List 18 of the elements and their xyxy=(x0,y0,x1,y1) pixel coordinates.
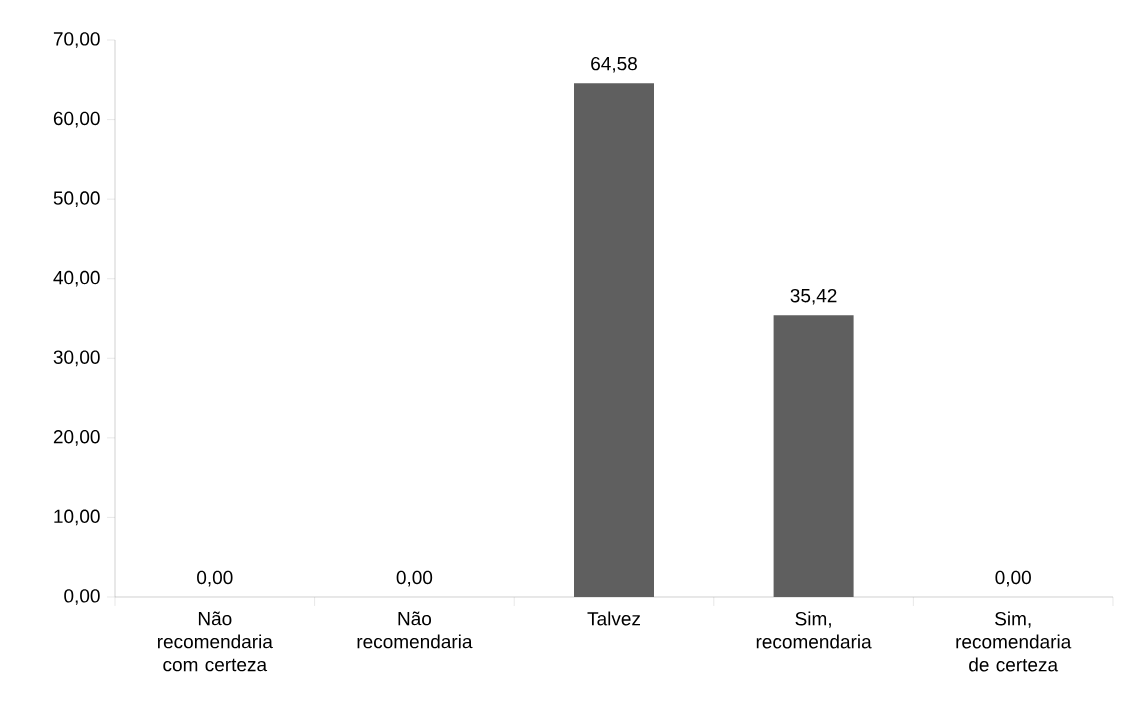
y-tick-label: 50,00 xyxy=(53,191,100,207)
y-tick-label: 20,00 xyxy=(53,430,100,446)
data-label: 0,00 xyxy=(197,570,233,587)
data-label: 0,00 xyxy=(396,570,433,587)
x-tick-label: Não recomendaria com certeza xyxy=(157,611,273,672)
x-tick-label: Sim, recomendaria xyxy=(756,611,872,649)
data-label: 64,58 xyxy=(591,56,637,73)
y-tick-label: 70,00 xyxy=(53,32,100,48)
y-tick-label: 60,00 xyxy=(53,111,100,128)
x-tick-label: Sim, recomendaria de certeza xyxy=(956,611,1072,672)
y-tick-label: 0,00 xyxy=(64,589,100,605)
x-tick-label: Talvez xyxy=(587,611,640,626)
y-tick-label: 40,00 xyxy=(53,270,100,287)
data-label: 35,42 xyxy=(790,288,837,305)
data-label: 0,00 xyxy=(995,570,1031,587)
y-tick-label: 30,00 xyxy=(53,350,100,367)
y-tick-label: 10,00 xyxy=(54,509,100,526)
x-tick-label: Não recomendaria xyxy=(357,611,473,649)
